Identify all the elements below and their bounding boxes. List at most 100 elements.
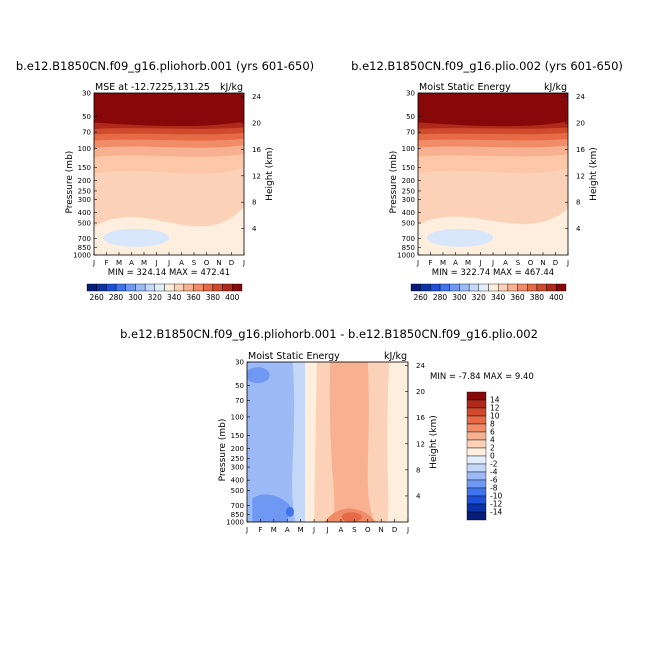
colorbar-swatch	[173, 283, 185, 292]
colorbar-label: 360	[510, 293, 525, 302]
colorbar-label: 360	[186, 293, 201, 302]
y-tick-label: 150	[402, 164, 415, 172]
colorbar-swatch	[466, 431, 487, 441]
diff-neg-4	[247, 362, 296, 522]
y-tick-label: 150	[78, 164, 91, 172]
y2-tick-label: 24	[576, 93, 585, 101]
x-tick-label: A	[503, 259, 508, 267]
colorbar-label: 380	[530, 293, 545, 302]
colorbar-label: 2	[490, 444, 495, 453]
y2-tick-label: 8	[576, 199, 580, 207]
x-tick-label: M	[271, 526, 277, 534]
y-tick-label: 100	[402, 145, 415, 153]
panel-2: b.e12.B1850CN.f09_g16.plio.002 (yrs 601-…	[351, 59, 623, 302]
x-tick-label: J	[491, 259, 494, 267]
x-tick-label: J	[416, 259, 419, 267]
colorbar-swatch	[466, 447, 487, 457]
y-tick-label: 850	[78, 244, 91, 252]
x-tick-label: J	[312, 526, 315, 534]
colorbar-swatch	[466, 455, 487, 465]
x-tick-label: J	[154, 259, 157, 267]
x-tick-label: N	[216, 259, 221, 267]
chart-units: kJ/kg	[544, 82, 567, 93]
colorbar: 260 280 300 320 340 360 380 400	[410, 283, 567, 302]
colorbar-label: 340	[491, 293, 506, 302]
colorbar-swatch	[466, 503, 487, 513]
y-tick-label: 850	[231, 511, 244, 519]
y2-tick-label: 12	[416, 440, 425, 448]
x-tick-label: F	[104, 259, 108, 267]
colorbar-swatch	[497, 283, 509, 292]
chart-title: b.e12.B1850CN.f09_g16.plio.002 (yrs 601-…	[351, 59, 623, 73]
colorbar-label: 340	[167, 293, 182, 302]
colorbar-swatch	[466, 391, 487, 401]
diff-neg-8	[285, 506, 294, 517]
band-top	[94, 93, 244, 127]
x-tick-label: S	[192, 259, 197, 267]
colorbar-swatch	[466, 399, 487, 409]
x-tick-label: D	[229, 259, 234, 267]
y-tick-label: 200	[402, 177, 415, 185]
x-tick-label: J	[245, 526, 248, 534]
x-tick-label: O	[528, 259, 534, 267]
x-tick-label: M	[298, 526, 304, 534]
x-tick-label: J	[167, 259, 170, 267]
contour-fill	[247, 362, 408, 522]
y2-tick-label: 8	[252, 199, 256, 207]
colorbar-swatch	[466, 487, 487, 497]
colorbar-swatch	[203, 283, 214, 292]
y-tick-label: 300	[78, 196, 91, 204]
colorbar-swatch	[193, 283, 204, 292]
colorbar-swatch	[439, 283, 450, 292]
y2-tick-label: 16	[252, 146, 261, 154]
y-tick-label: 250	[231, 455, 244, 463]
y-tick-label: 250	[78, 187, 91, 195]
y2-tick-label: 24	[252, 93, 261, 101]
x-tick-label: F	[428, 259, 432, 267]
colorbar-swatch	[466, 423, 487, 433]
y-tick-label: 100	[78, 145, 91, 153]
contour-fill	[94, 93, 244, 255]
y-tick-label: 250	[402, 187, 415, 195]
colorbar-swatch	[164, 283, 175, 292]
x-tick-label: A	[339, 526, 344, 534]
colorbar-swatch	[232, 283, 243, 292]
colorbar-label: 260	[90, 293, 105, 302]
y-tick-label: 1000	[397, 252, 415, 260]
x-tick-label: A	[285, 526, 290, 534]
colorbar-label: 260	[414, 293, 429, 302]
colorbar-label: 400	[549, 293, 564, 302]
colorbar-label: 4	[490, 436, 495, 445]
colorbar-swatch	[478, 283, 489, 292]
y2-tick-label: 20	[252, 120, 261, 128]
colorbar-swatch	[86, 283, 97, 292]
x-tick-label: J	[325, 526, 328, 534]
y-tick-label: 200	[78, 177, 91, 185]
colorbar-swatch	[556, 283, 567, 292]
y-tick-label: 300	[231, 464, 244, 472]
x-tick-label: M	[116, 259, 122, 267]
y2-tick-label: 4	[416, 492, 421, 500]
colorbar-swatch	[135, 283, 146, 292]
y-tick-label: 700	[231, 502, 244, 510]
y-tick-label: 500	[78, 219, 91, 227]
y-tick-label: 1000	[73, 252, 91, 260]
y-tick-label: 300	[402, 196, 415, 204]
y-axis-label: Pressure (mb)	[65, 151, 75, 214]
x-tick-label: A	[179, 259, 184, 267]
chart-subtitle-left: Moist Static Energy	[419, 82, 511, 93]
y2-tick-label: 20	[576, 120, 585, 128]
colorbar-label: -10	[490, 492, 502, 501]
y-tick-label: 30	[406, 90, 415, 98]
colorbar-swatch	[466, 495, 487, 505]
chart-units: kJ/kg	[220, 82, 243, 93]
colorbar-swatch	[546, 283, 557, 292]
x-tick-label: A	[129, 259, 134, 267]
y-tick-label: 500	[231, 487, 244, 495]
x-tick-label: A	[453, 259, 458, 267]
x-tick-label: J	[406, 526, 409, 534]
colorbar-swatch	[420, 283, 431, 292]
colorbar-swatch	[466, 511, 487, 521]
